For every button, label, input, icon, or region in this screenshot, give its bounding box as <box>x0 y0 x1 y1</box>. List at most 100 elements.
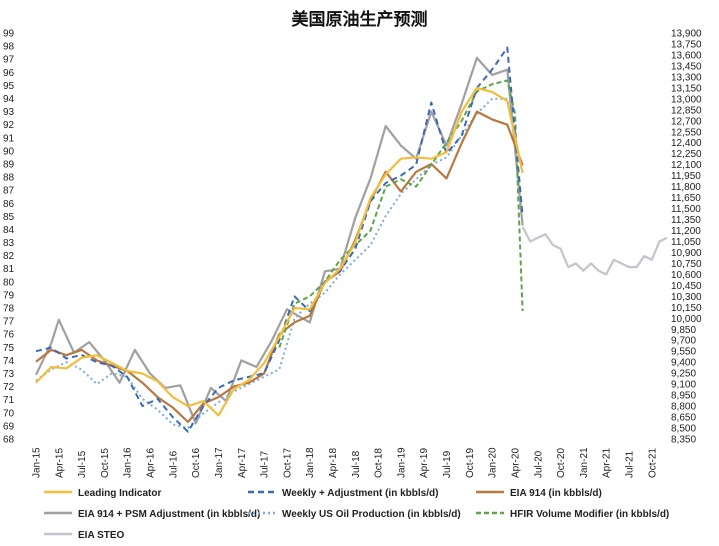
legend-label-3: EIA 914 + PSM Adjustment (in kbbls/d) <box>78 509 260 520</box>
series-line-4 <box>35 97 524 429</box>
series-line-0 <box>35 86 524 417</box>
x-tick-label: Oct-16 <box>191 448 202 478</box>
x-tick-label: Apr-20 <box>510 448 521 478</box>
left-tick-label: 96 <box>3 68 15 79</box>
x-tick-label: Apr-17 <box>237 448 248 478</box>
left-tick-label: 79 <box>3 290 15 301</box>
right-tick-label: 11,650 <box>671 193 701 204</box>
left-tick-label: 74 <box>3 356 15 367</box>
left-tick-label: 85 <box>3 212 15 223</box>
x-tick-label: Jul-19 <box>442 450 453 478</box>
left-tick-label: 97 <box>3 55 15 66</box>
right-tick-label: 12,400 <box>671 138 702 149</box>
x-tick-label: Jan-16 <box>123 447 134 478</box>
legend-label-2: EIA 914 (in kbbls/d) <box>510 488 602 499</box>
right-tick-label: 10,300 <box>671 292 702 303</box>
x-tick-label: Jan-17 <box>214 447 225 478</box>
right-tick-label: 12,700 <box>671 116 702 127</box>
right-tick-label: 9,100 <box>671 380 696 391</box>
right-tick-label: 8,650 <box>671 413 696 424</box>
left-tick-label: 87 <box>3 186 15 197</box>
left-tick-label: 88 <box>3 173 15 184</box>
left-tick-label: 99 <box>3 29 15 40</box>
x-tick-label: Oct-20 <box>556 448 567 478</box>
left-tick-label: 76 <box>3 330 15 341</box>
series-line-3 <box>35 56 524 425</box>
x-tick-label: Jul-17 <box>260 450 271 478</box>
x-tick-label: Apr-21 <box>602 448 613 478</box>
right-tick-label: 10,900 <box>671 248 702 259</box>
left-tick-label: 71 <box>3 395 15 406</box>
right-tick-label: 10,150 <box>671 303 702 314</box>
left-tick-label: 78 <box>3 304 15 315</box>
left-tick-label: 90 <box>3 146 15 157</box>
left-tick-label: 70 <box>3 408 15 419</box>
left-tick-label: 81 <box>3 264 15 275</box>
series-lines <box>35 46 668 433</box>
left-tick-label: 69 <box>3 421 15 432</box>
legend-label-1: Weekly + Adjustment (in kbbls/d) <box>282 488 438 499</box>
x-tick-label: Jan-21 <box>579 447 590 478</box>
left-tick-label: 92 <box>3 120 15 131</box>
left-tick-label: 77 <box>3 317 15 328</box>
series-line-6 <box>521 226 668 276</box>
right-tick-label: 9,850 <box>671 325 696 336</box>
legend-label-4: Weekly US Oil Production (in kbbls/d) <box>282 509 461 520</box>
right-tick-label: 8,950 <box>671 391 696 402</box>
legend-label-0: Leading Indicator <box>78 488 161 499</box>
right-tick-label: 11,800 <box>671 182 701 193</box>
x-tick-label: Oct-21 <box>647 448 658 478</box>
left-tick-label: 93 <box>3 107 15 118</box>
right-tick-label: 13,750 <box>671 39 702 50</box>
right-tick-label: 9,700 <box>671 336 696 347</box>
x-tick-label: Oct-15 <box>100 448 111 478</box>
right-tick-label: 11,350 <box>671 215 701 226</box>
right-tick-label: 9,400 <box>671 358 696 369</box>
right-tick-label: 13,900 <box>671 29 702 40</box>
x-tick-label: Oct-18 <box>374 448 385 478</box>
left-tick-label: 72 <box>3 382 15 393</box>
right-tick-label: 9,250 <box>671 369 696 380</box>
left-tick-label: 94 <box>3 94 15 105</box>
right-axis-ticks: 8,3508,5008,6508,8008,9509,1009,2509,400… <box>671 29 702 446</box>
right-tick-label: 10,600 <box>671 270 702 281</box>
right-tick-label: 11,200 <box>671 226 701 237</box>
right-tick-label: 8,800 <box>671 402 696 413</box>
left-tick-label: 83 <box>3 238 15 249</box>
x-tick-label: Jan-15 <box>32 447 43 478</box>
x-tick-label: Apr-15 <box>54 448 65 478</box>
x-tick-label: Oct-19 <box>465 448 476 478</box>
left-tick-label: 73 <box>3 369 15 380</box>
right-tick-label: 13,450 <box>671 61 702 72</box>
right-tick-label: 10,000 <box>671 314 702 325</box>
right-tick-label: 10,450 <box>671 281 702 292</box>
series-line-2 <box>35 110 524 424</box>
x-tick-label: Apr-16 <box>146 448 157 478</box>
right-tick-label: 8,350 <box>671 435 696 446</box>
right-tick-label: 13,600 <box>671 50 702 61</box>
x-tick-label: Jan-20 <box>488 447 499 478</box>
x-tick-label: Jan-19 <box>396 447 407 478</box>
x-tick-label: Jul-18 <box>351 450 362 478</box>
right-tick-label: 12,250 <box>671 149 702 160</box>
right-tick-label: 12,100 <box>671 160 702 171</box>
right-tick-label: 13,300 <box>671 72 702 83</box>
right-tick-label: 11,500 <box>671 204 701 215</box>
x-tick-label: Jul-21 <box>624 450 635 478</box>
series-line-5 <box>278 79 524 348</box>
right-tick-label: 12,550 <box>671 127 702 138</box>
right-tick-label: 13,000 <box>671 94 702 105</box>
right-tick-label: 12,850 <box>671 105 702 116</box>
right-tick-label: 8,500 <box>671 424 696 435</box>
x-axis-ticks: Jan-15 Apr-15 Jul-15 Oct-15 Jan-16 Apr-16 Jul-… <box>32 447 659 478</box>
x-tick-label: Apr-18 <box>328 448 339 478</box>
left-tick-label: 75 <box>3 343 15 354</box>
x-tick-label: Jul-15 <box>77 450 88 478</box>
series-line-1 <box>35 46 524 433</box>
left-tick-label: 84 <box>3 225 15 236</box>
left-tick-label: 68 <box>3 435 15 446</box>
x-tick-label: Jul-20 <box>533 450 544 478</box>
left-axis-ticks: 68 69 70 71 72 73 74 75 76 77 78 79 80 81 82 83 84 85 86 87… <box>3 29 15 446</box>
legend-label-5: HFIR Volume Modifier (in kbbls/d) <box>510 509 669 520</box>
